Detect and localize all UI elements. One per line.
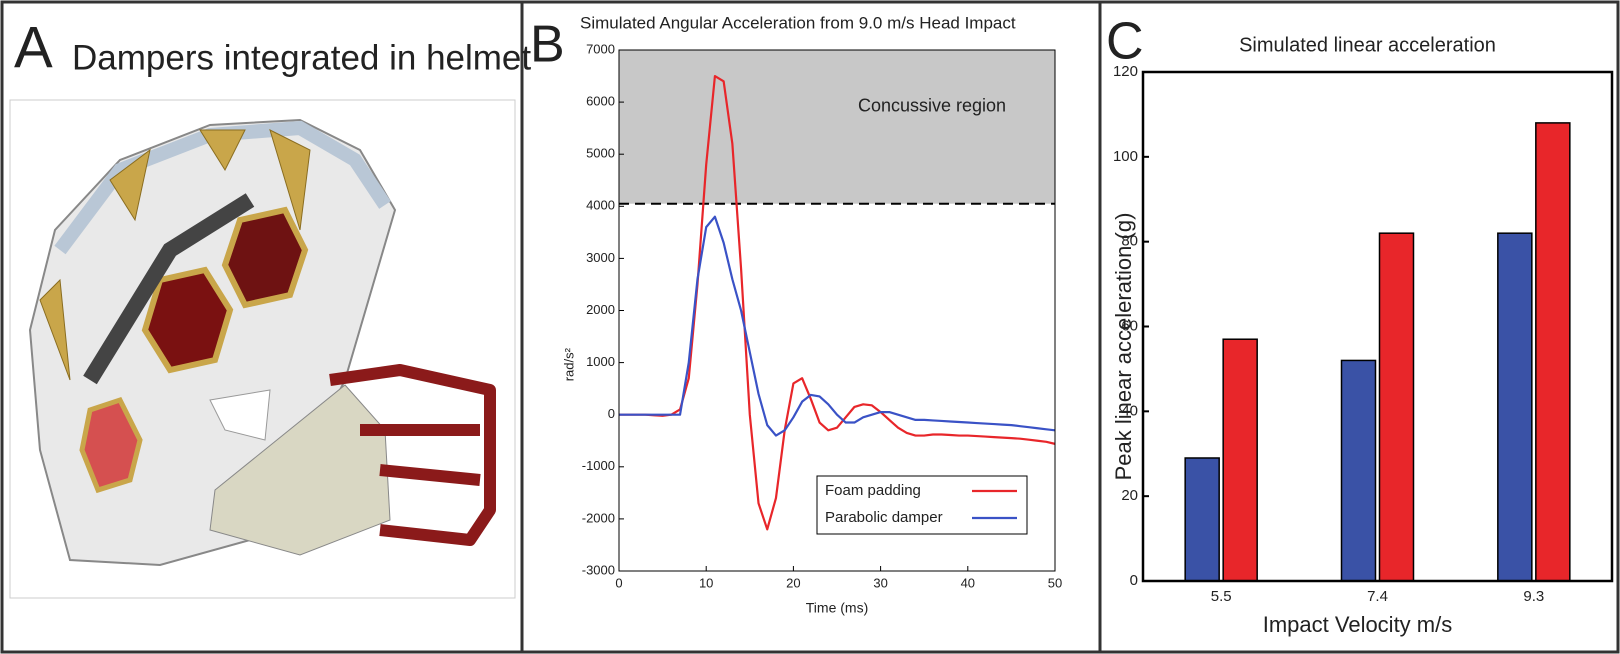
bar [1340,359,1377,582]
y-tick-label: 5000 [586,146,615,161]
y-tick-label: -3000 [582,562,615,577]
x-tick-label: 0 [615,575,622,590]
strap [83,193,255,385]
bar [1535,122,1571,582]
panel-c: C Simulated linear acceleration 0 20 40 60 80 1… [1106,13,1614,637]
ear-hole [209,389,271,441]
bar [1184,457,1220,582]
helmet-illustration [9,99,516,599]
y-tick-label: 60 [1121,317,1138,334]
legend-label: Foam padding [825,482,921,499]
plot-frame [618,49,1056,572]
y-tick-label: -2000 [582,510,615,525]
y-tick-label: 6000 [586,94,615,109]
y-tick-label: 4000 [586,198,615,213]
facemask [329,364,496,546]
damper [221,206,309,309]
y-axis-label: rad/s² [561,347,576,381]
helmet-rim [54,120,391,255]
chart-title: Simulated Angular Acceleration from 9.0 … [580,13,1016,32]
legend-box [816,475,1028,535]
annotation: Concussive region [858,96,1006,116]
jaw-pad [209,384,391,556]
y-tick-label: 3000 [586,250,615,265]
x-tick-label: 20 [786,575,800,590]
x-tick-label: 10 [699,575,713,590]
y-tick-label: 1000 [586,354,615,369]
x-tick-label: 7.4 [1367,588,1388,605]
x-axis-label: Time (ms) [806,600,868,616]
y-tick-label: 40 [1121,402,1138,419]
y-tick-label: 2000 [586,302,615,317]
damper-mount [39,129,311,381]
panel-title: Dampers integrated in helmet [72,38,531,77]
x-axis-label: Impact Velocity m/s [1263,612,1453,637]
y-tick-label: 0 [1130,572,1138,589]
bar [1497,232,1533,582]
panel-label: B [530,16,565,74]
damper [79,396,143,494]
bar [1378,232,1415,582]
legend-label: Parabolic damper [825,509,943,526]
x-tick-label: 9.3 [1523,588,1544,605]
y-tick-label: -1000 [582,458,615,473]
panel-label: C [1106,13,1144,71]
x-tick-label: 30 [873,575,887,590]
concussive-region [619,50,1055,204]
y-tick-label: 100 [1113,148,1138,165]
y-tick-label: 80 [1121,233,1138,250]
damper [141,266,234,374]
y-tick-label: 0 [608,406,615,421]
bar [1222,338,1258,582]
line-series [619,215,1056,437]
plot-frame [1141,70,1614,583]
y-axis-label: Peak linear acceleration (g) [1111,213,1136,481]
chart-title: Simulated linear acceleration [1239,34,1496,56]
x-tick-label: 50 [1048,575,1062,590]
panel-label: A [14,15,53,80]
image-frame [9,99,516,599]
line-series [619,74,1056,531]
y-tick-label: 20 [1121,487,1138,504]
x-tick-label: 40 [961,575,975,590]
panel-b: B Simulated Angular Acceleration from 9.0… [530,13,1062,615]
y-tick-label: 120 [1113,63,1138,80]
y-tick-label: 7000 [586,41,615,56]
x-tick-label: 5.5 [1211,588,1232,605]
